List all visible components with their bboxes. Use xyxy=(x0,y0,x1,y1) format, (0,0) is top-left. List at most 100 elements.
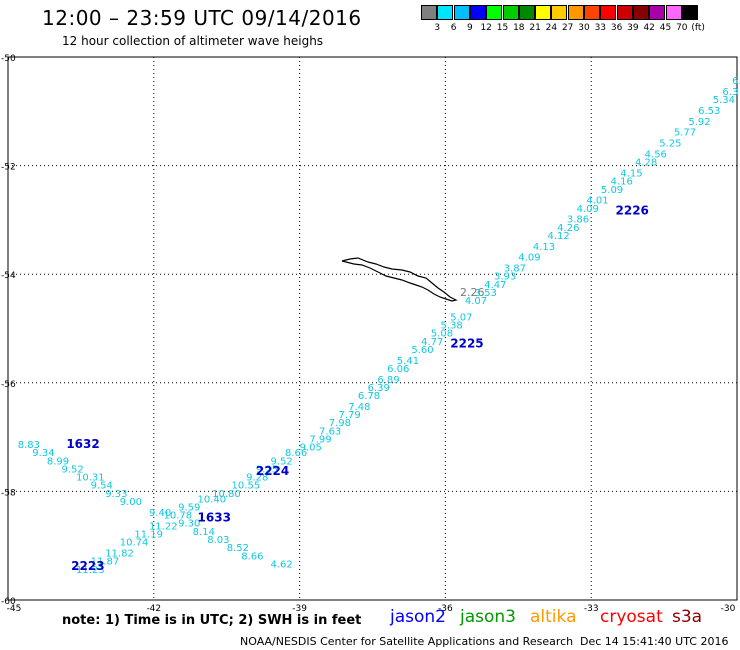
wave-height-value: 10.55 xyxy=(232,481,261,492)
wave-height-value: 10.31 xyxy=(76,473,105,484)
wave-height-value: 9.34 xyxy=(32,448,54,459)
pass-label: 1632 xyxy=(66,437,99,451)
wave-height-value: 6.53 xyxy=(698,106,720,117)
wave-height-value: 8.66 xyxy=(285,448,307,459)
wave-height-value: 7.98 xyxy=(329,418,351,429)
legend-label: 9 xyxy=(467,23,473,33)
wave-height-value: 6.39 xyxy=(368,383,390,394)
wave-height-value: 8.66 xyxy=(241,551,263,562)
wave-height-value: 9.59 xyxy=(178,502,200,513)
pass-label: 1633 xyxy=(198,510,231,524)
pass-label: 2223 xyxy=(71,559,104,573)
pass-label: 2224 xyxy=(256,464,289,478)
wave-height-value: 5.25 xyxy=(659,139,681,150)
wave-height-value: 4.62 xyxy=(270,559,292,570)
map-frame xyxy=(7,56,738,601)
wave-height-value: 10.74 xyxy=(120,538,149,549)
map-title: 12:00 – 23:59 UTC 09/14/2016 xyxy=(42,6,362,30)
wave-height-value: 4.47 xyxy=(484,280,506,291)
longitude-tick-label: -39 xyxy=(292,604,307,614)
legend-label: 36 xyxy=(610,23,623,33)
longitude-tick-label: -36 xyxy=(438,604,453,614)
wave-height-value: 8.52 xyxy=(227,543,249,554)
legend-label: 45 xyxy=(659,23,672,33)
legend-label: 6 xyxy=(450,23,457,33)
axis-labels: -45 -42 -39 -36 -33 -30 -50 -52 -54 -56 -58 -60 xyxy=(1,54,736,614)
wave-height-value: 7.48 xyxy=(348,402,370,413)
map-grid xyxy=(7,56,738,601)
wave-height-value: 7.63 xyxy=(319,426,341,437)
wave-height-value: 11.87 xyxy=(91,557,120,568)
wave-height-value: 8.03 xyxy=(207,535,229,546)
wave-height-value: 11.82 xyxy=(105,549,134,560)
legend-label: 3 xyxy=(434,23,441,33)
wave-height-value: 4.15 xyxy=(620,168,642,179)
wave-height-value: 10.78 xyxy=(164,511,193,522)
legend-swatch xyxy=(600,5,617,20)
legend-swatch xyxy=(437,5,454,20)
wave-height-value: 4.09 xyxy=(518,253,540,264)
pass-label: 2226 xyxy=(616,203,649,217)
wave-height-value: 6.78 xyxy=(358,391,380,402)
legend-swatch xyxy=(649,5,666,20)
wave-height-value: 11.19 xyxy=(134,530,163,541)
wave-height-value: 5.92 xyxy=(688,117,710,128)
wave-height-value: 7.99 xyxy=(309,435,331,446)
wave-height-value: 9.52 xyxy=(61,464,83,475)
map-subtitle: 12 hour collection of altimeter wave hei… xyxy=(62,34,324,48)
legend-swatch xyxy=(518,5,535,20)
wave-height-value: 9.00 xyxy=(120,497,142,508)
wave-height-value: 9.28 xyxy=(246,473,268,484)
wave-height-value: 3.86 xyxy=(567,215,589,226)
wave-height-value: 10.80 xyxy=(212,489,241,500)
pass-label: 2225 xyxy=(450,337,483,351)
wave-height-value: 9.05 xyxy=(300,443,322,454)
legend-swatch xyxy=(502,5,519,20)
wave-height-value: 8.83 xyxy=(18,440,40,451)
wave-height-value: 11.23 xyxy=(76,565,105,576)
legend-label: 27 xyxy=(561,23,574,33)
wave-height-value: 4.26 xyxy=(557,223,579,234)
legend-label: 39 xyxy=(627,23,639,33)
wave-height-value: 4.16 xyxy=(611,177,633,188)
latitude-tick-label: -52 xyxy=(1,163,16,173)
satellite-name: cryosat xyxy=(600,607,663,627)
satellite-name: altika xyxy=(530,607,577,627)
legend-swatch xyxy=(567,5,584,20)
wave-height-value: 9.54 xyxy=(91,481,113,492)
credit-text: NOAA/NESDIS Center for Satellite Applica… xyxy=(240,635,574,648)
legend-label: 15 xyxy=(496,23,509,33)
legend-swatch xyxy=(616,5,633,20)
legend-swatch xyxy=(665,5,682,20)
wave-height-value: 4.01 xyxy=(586,196,608,207)
wave-height-value: 5.41 xyxy=(397,356,419,367)
wave-height-value: 6.06 xyxy=(387,364,409,375)
wave-height-value: 7.79 xyxy=(338,410,360,421)
wave-height-value: 5.34 xyxy=(713,95,735,106)
wave-height-value: 5.38 xyxy=(441,321,463,332)
wave-height-value: 4.07 xyxy=(465,296,487,307)
wave-height-value: 11.22 xyxy=(149,521,178,532)
legend-label: 30 xyxy=(578,23,590,33)
longitude-tick-label: -42 xyxy=(146,604,161,614)
wave-height-value: 6.89 xyxy=(377,375,399,386)
legend-label: 21 xyxy=(529,23,541,33)
wave-height-value: 3.93 xyxy=(494,272,516,283)
satellite-name: jason2 xyxy=(390,607,446,627)
longitude-tick-label: -33 xyxy=(584,604,599,614)
wave-height-value: 10.40 xyxy=(198,494,227,505)
legend-swatch xyxy=(535,5,552,20)
wave-height-value: 6.3 xyxy=(722,87,738,98)
wave-height-value: 6.5 xyxy=(732,76,740,87)
longitude-tick-label: -45 xyxy=(7,604,22,614)
units-note: note: 1) Time is in UTC; 2) SWH is in fe… xyxy=(62,613,362,628)
legend-label: 18 xyxy=(513,23,525,33)
legend-label: 12 xyxy=(480,23,492,33)
wave-height-value: 5.77 xyxy=(674,128,696,139)
legend-swatch xyxy=(632,5,649,20)
latitude-tick-label: -50 xyxy=(1,54,16,64)
wave-height-value: 4.28 xyxy=(635,158,657,169)
latitude-tick-label: -56 xyxy=(1,380,16,390)
longitude-tick-label: -30 xyxy=(721,604,736,614)
